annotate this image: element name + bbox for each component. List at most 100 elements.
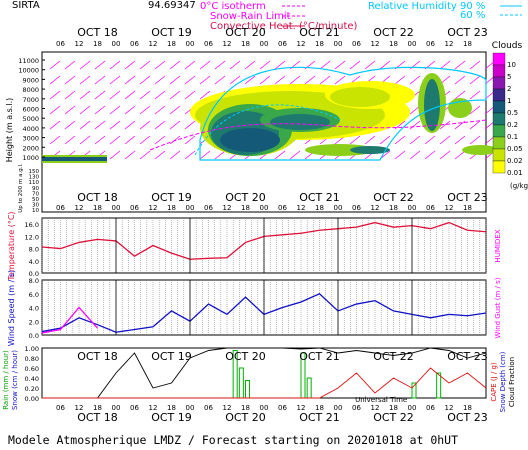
universal-time-label: Universal Time (355, 396, 407, 404)
cloud-blob (330, 87, 390, 107)
day-label-top: OCT 23 (447, 26, 488, 39)
wind-arrow (454, 75, 466, 85)
wind-arrow (154, 135, 166, 145)
colorbar-label: 10 (507, 61, 516, 69)
cloud-blob (42, 157, 107, 161)
wind-arrow (214, 60, 226, 70)
cloudfrac-axis-label: Cloud Fraction (508, 357, 516, 407)
wind-arrow (169, 75, 181, 85)
colorbar-swatch (492, 100, 506, 114)
wind-ytick: 8.0 (29, 277, 39, 285)
cloud-blob (270, 114, 330, 130)
wind-arrow (229, 75, 241, 85)
wind-arrow (214, 150, 226, 160)
hour-label-bottom: 18 (463, 404, 472, 412)
wind-arrow (49, 135, 61, 145)
legend-rh-60: 60 % (460, 10, 485, 21)
cape-axis-label: CAPE (J / g) (490, 362, 498, 402)
wind-arrow (319, 75, 331, 85)
day-label-mid: OCT 23 (447, 191, 488, 204)
wind-arrow (64, 60, 76, 70)
isotherm-line (149, 119, 487, 151)
legend-isotherm: 0°C isotherm (200, 1, 266, 12)
day-label-mid: OCT 18 (77, 191, 118, 204)
wind-arrow (424, 150, 436, 160)
hour-label-top: 06 (278, 40, 287, 48)
temp-ytick: 0.0 (29, 270, 39, 278)
wind-arrow (49, 120, 61, 130)
temp-ytick: 4.0 (29, 258, 39, 266)
hour-label-top: 00 (260, 40, 269, 48)
hour-label-mid: 06 (426, 204, 435, 212)
colorbar-label: 0.05 (507, 145, 523, 153)
snowdepth-axis-label: Snow Depth (cm) (499, 351, 507, 412)
wind-arrow (139, 75, 151, 85)
hour-label-mid: 00 (334, 204, 343, 212)
hour-label-bottom: 18 (93, 404, 102, 412)
wind-arrow (169, 60, 181, 70)
wind-arrow (94, 90, 106, 100)
wind-arrow (79, 75, 91, 85)
day-label-mid: OCT 19 (151, 191, 192, 204)
rain-bar (411, 382, 417, 399)
rain-ytick: 0.20 (25, 385, 39, 393)
wind-arrow (469, 105, 481, 115)
wind-arrow (49, 60, 61, 70)
wind-arrow (454, 60, 466, 70)
wind-arrow (184, 75, 196, 85)
wind-arrow (454, 90, 466, 100)
wind-arrow (94, 135, 106, 145)
hour-label-mid: 18 (315, 204, 324, 212)
wind-arrow (409, 135, 421, 145)
wind-arrow (244, 75, 256, 85)
hour-label-top: 18 (315, 40, 324, 48)
colorbar-label: 0.5 (507, 109, 518, 117)
day-label-top: OCT 18 (77, 26, 118, 39)
coords-label: 94.69347 (148, 0, 196, 11)
colorbar-swatch (492, 88, 506, 102)
wind-arrow (124, 75, 136, 85)
day-label-rain: OCT 21 (299, 350, 340, 363)
wind-arrow (184, 150, 196, 160)
height-tick: 7000 (22, 96, 39, 104)
gust-axis-label: Wind Gust (m / s) (494, 277, 502, 338)
wind-arrow (424, 135, 436, 145)
cloud-blob (424, 79, 440, 131)
wind-arrow (244, 60, 256, 70)
wind-arrow (409, 75, 421, 85)
wind-arrow (334, 75, 346, 85)
agl-tick: 10 (32, 208, 39, 214)
wind-arrow (109, 105, 121, 115)
wind-arrow (79, 60, 91, 70)
wind-arrow (469, 135, 481, 145)
hour-label-top: 18 (167, 40, 176, 48)
wind-arrow (124, 60, 136, 70)
hour-label-mid: 12 (223, 204, 232, 212)
wind-arrow (154, 75, 166, 85)
wind-arrow (124, 90, 136, 100)
station-label: SIRTA (12, 0, 40, 11)
agl-tick: 130 (29, 175, 40, 181)
wind-arrow (274, 60, 286, 70)
wind-arrow (199, 75, 211, 85)
day-label-top: OCT 20 (225, 26, 266, 39)
wind-arrow (469, 90, 481, 100)
agl-tick: 50 (32, 197, 39, 203)
wind-arrow (154, 90, 166, 100)
colorbar-label: 2 (507, 85, 511, 93)
day-label-top: OCT 19 (151, 26, 192, 39)
day-label-top: OCT 21 (299, 26, 340, 39)
hour-label-bottom: 18 (389, 404, 398, 412)
hour-label-bottom: 12 (75, 404, 84, 412)
colorbar-label: 0.01 (507, 169, 523, 177)
legend-rh: Relative Humidity (368, 1, 457, 12)
day-label-rain: OCT 18 (77, 350, 118, 363)
wind-arrow (124, 105, 136, 115)
hour-label-bottom: 12 (149, 404, 158, 412)
rain-ytick: 0.60 (25, 365, 39, 373)
wind-arrow (364, 60, 376, 70)
wind-arrow (439, 150, 451, 160)
wind-arrow (124, 120, 136, 130)
wind-arrow (454, 120, 466, 130)
